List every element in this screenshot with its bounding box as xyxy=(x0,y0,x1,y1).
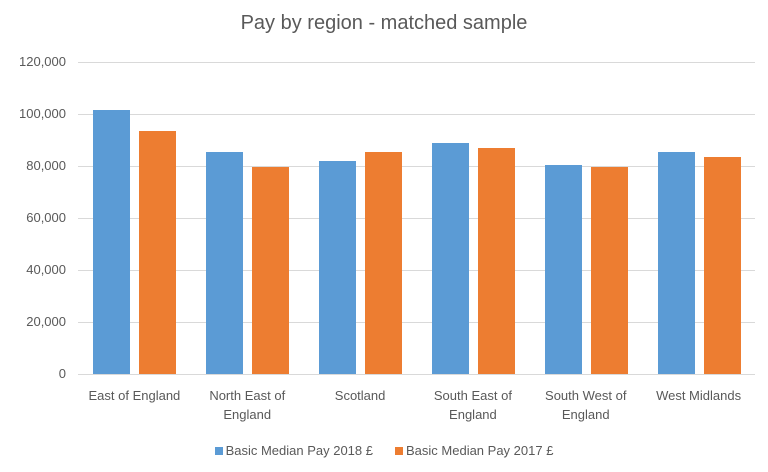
y-tick-label: 120,000 xyxy=(19,54,66,69)
bar-2017 xyxy=(590,167,628,374)
legend-label: Basic Median Pay 2018 £ xyxy=(225,443,373,458)
bar-2018 xyxy=(657,152,695,374)
x-tick-label: West Midlands xyxy=(656,388,742,403)
legend: Basic Median Pay 2018 £ Basic Median Pay … xyxy=(0,443,768,458)
legend-swatch-icon xyxy=(395,446,403,455)
bar-2018 xyxy=(319,161,357,374)
x-tick-label: Scotland xyxy=(334,388,386,403)
x-tick-label: South East of England xyxy=(433,388,512,422)
bar-2018 xyxy=(206,151,244,374)
y-tick-label: 20,000 xyxy=(26,314,66,329)
y-tick-label: 80,000 xyxy=(26,158,66,173)
legend-item: Basic Median Pay 2018 £ xyxy=(214,443,373,458)
legend-swatch-icon xyxy=(214,446,223,455)
bar-2017 xyxy=(252,167,290,374)
x-tick-label: South West of England xyxy=(545,388,627,422)
x-tick-label: North East of England xyxy=(209,388,286,422)
gridline xyxy=(78,322,755,323)
plot-area xyxy=(78,62,755,375)
y-tick-label: 40,000 xyxy=(26,262,66,277)
bar-2018 xyxy=(431,142,469,374)
bar-2017 xyxy=(703,157,741,374)
y-tick-label: 60,000 xyxy=(26,210,66,225)
gridline xyxy=(78,62,755,63)
bar-2017 xyxy=(477,147,515,374)
y-tick-label: 100,000 xyxy=(19,106,66,121)
gridline xyxy=(78,218,755,219)
bar-2018 xyxy=(544,165,582,374)
y-tick-label: 0 xyxy=(58,366,66,381)
chart-title: Pay by region - matched sample xyxy=(240,12,528,34)
gridline xyxy=(78,374,755,375)
legend-item: Basic Median Pay 2017 £ xyxy=(395,443,553,458)
gridline xyxy=(78,270,755,271)
bar-2018 xyxy=(93,110,131,374)
gridline xyxy=(78,166,755,167)
gridline xyxy=(78,114,755,115)
x-tick-label: East of England xyxy=(88,388,181,403)
bar-2017 xyxy=(139,130,177,374)
legend-label: Basic Median Pay 2017 £ xyxy=(406,443,554,458)
bar-2017 xyxy=(365,151,403,374)
